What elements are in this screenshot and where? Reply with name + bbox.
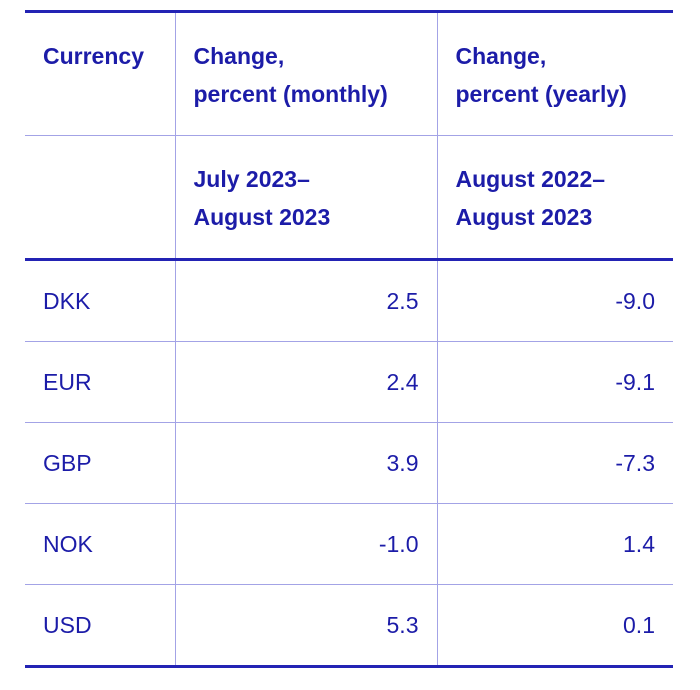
value-cell: 0.1: [436, 584, 673, 668]
value-cell: -1.0: [174, 503, 438, 585]
header-cell: August 2022– August 2023: [436, 135, 673, 261]
header-cell-blank: [25, 135, 176, 261]
header-cell: Currency: [25, 10, 176, 136]
value-cell: 1.4: [436, 503, 673, 585]
table-row: GBP 3.9 -7.3: [25, 422, 673, 504]
currency-cell: EUR: [25, 341, 176, 423]
header-cell: Change, percent (yearly): [436, 10, 673, 136]
value-cell: -9.0: [436, 259, 673, 342]
table-row: NOK -1.0 1.4: [25, 503, 673, 585]
currency-cell: DKK: [25, 259, 176, 342]
header-cell: Change, percent (monthly): [174, 10, 438, 136]
table-header: Currency Change, percent (monthly) Chang…: [25, 10, 673, 261]
value-cell: 3.9: [174, 422, 438, 504]
currency-cell: NOK: [25, 503, 176, 585]
currency-table: Currency Change, percent (monthly) Chang…: [25, 10, 673, 668]
currency-cell: GBP: [25, 422, 176, 504]
value-cell: 2.5: [174, 259, 438, 342]
header-row: July 2023– August 2023 August 2022– Augu…: [25, 135, 673, 261]
value-cell: -7.3: [436, 422, 673, 504]
header-cell: July 2023– August 2023: [174, 135, 438, 261]
header-row: Currency Change, percent (monthly) Chang…: [25, 10, 673, 136]
value-cell: 5.3: [174, 584, 438, 668]
table-row: DKK 2.5 -9.0: [25, 259, 673, 342]
table-row: USD 5.3 0.1: [25, 584, 673, 668]
value-cell: 2.4: [174, 341, 438, 423]
table-row: EUR 2.4 -9.1: [25, 341, 673, 423]
table-body: DKK 2.5 -9.0 EUR 2.4 -9.1 GBP 3.9 -7.3 NOK -1.0 1.4…: [25, 259, 673, 668]
value-cell: -9.1: [436, 341, 673, 423]
currency-cell: USD: [25, 584, 176, 668]
